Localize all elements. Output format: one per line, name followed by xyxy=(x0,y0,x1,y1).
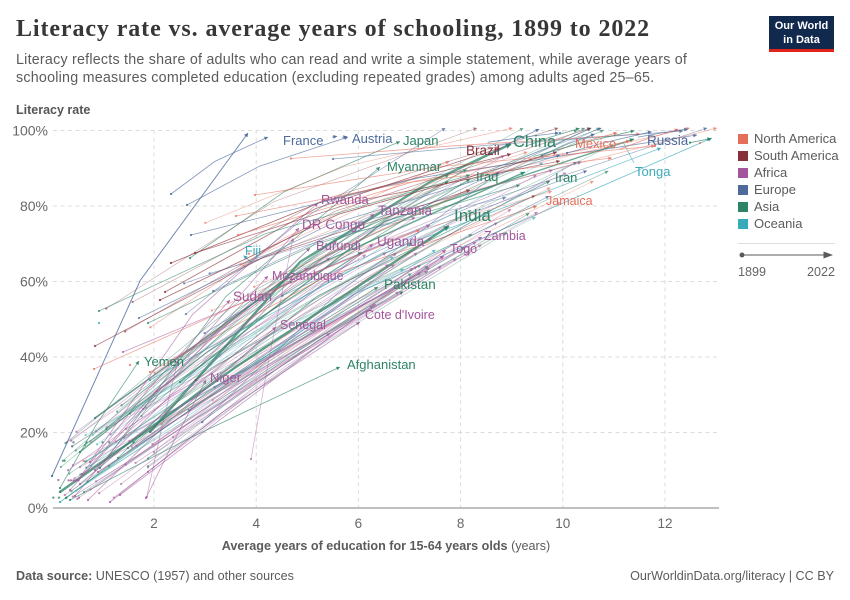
svg-text:Yemen: Yemen xyxy=(144,354,184,369)
svg-text:10: 10 xyxy=(555,516,570,531)
svg-text:Jamaica: Jamaica xyxy=(546,194,593,208)
svg-text:Mexico: Mexico xyxy=(575,136,616,151)
svg-text:Brazil: Brazil xyxy=(466,143,500,158)
svg-text:2: 2 xyxy=(150,516,158,531)
svg-text:DR Congo: DR Congo xyxy=(302,217,365,232)
svg-text:Fiji: Fiji xyxy=(245,244,261,258)
svg-text:Austria: Austria xyxy=(352,131,393,146)
svg-text:Pakistan: Pakistan xyxy=(384,277,436,292)
svg-text:Rwanda: Rwanda xyxy=(321,192,369,207)
svg-text:Iraq: Iraq xyxy=(476,169,498,184)
svg-text:Burundi: Burundi xyxy=(316,238,361,253)
svg-text:Senegal: Senegal xyxy=(280,318,326,332)
svg-text:20%: 20% xyxy=(20,425,48,441)
svg-text:12: 12 xyxy=(657,516,672,531)
svg-text:Japan: Japan xyxy=(403,133,438,148)
svg-text:Mozambique: Mozambique xyxy=(272,269,344,283)
svg-text:Uganda: Uganda xyxy=(377,234,425,249)
svg-text:India: India xyxy=(454,206,491,225)
svg-text:40%: 40% xyxy=(20,349,48,365)
svg-text:Afghanistan: Afghanistan xyxy=(347,357,416,372)
svg-text:Togo: Togo xyxy=(450,242,477,256)
svg-text:6: 6 xyxy=(355,516,363,531)
svg-text:Iran: Iran xyxy=(555,170,577,185)
svg-text:Zambia: Zambia xyxy=(484,229,526,243)
svg-text:60%: 60% xyxy=(20,274,48,290)
svg-text:Sudan: Sudan xyxy=(233,289,272,304)
svg-text:Niger: Niger xyxy=(210,370,242,385)
svg-text:8: 8 xyxy=(457,516,465,531)
svg-text:Myanmar: Myanmar xyxy=(387,159,442,174)
svg-text:China: China xyxy=(513,133,557,151)
svg-text:Russia: Russia xyxy=(647,133,689,148)
svg-text:France: France xyxy=(283,133,323,148)
svg-text:Cote d'Ivoire: Cote d'Ivoire xyxy=(365,308,435,322)
svg-text:Tanzania: Tanzania xyxy=(378,203,433,218)
svg-text:0%: 0% xyxy=(28,500,48,516)
svg-text:80%: 80% xyxy=(20,198,48,214)
svg-text:4: 4 xyxy=(252,516,260,531)
svg-text:Tonga: Tonga xyxy=(635,164,671,179)
svg-text:100%: 100% xyxy=(12,123,48,139)
